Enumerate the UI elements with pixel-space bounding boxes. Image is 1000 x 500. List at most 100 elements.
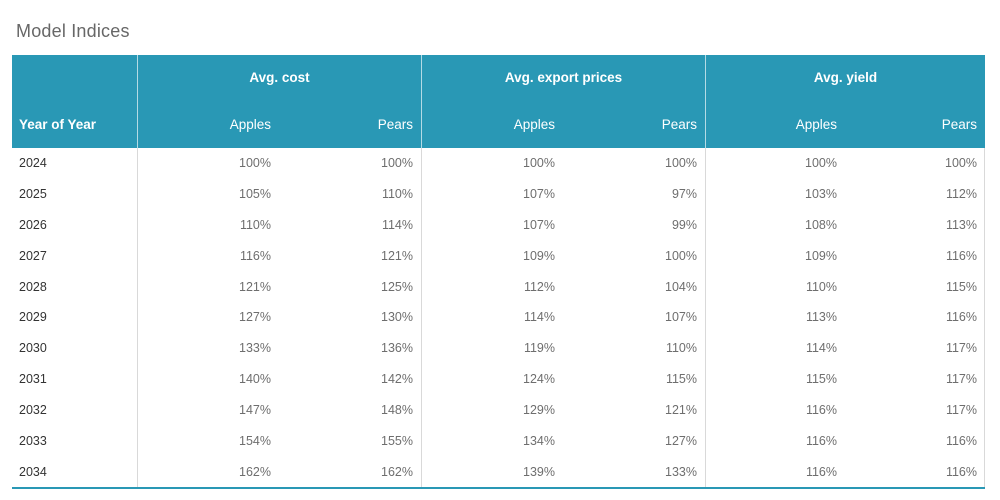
cell-cost-pears[interactable]: 142% <box>381 372 413 387</box>
cell-export-pears[interactable]: 127% <box>665 433 697 448</box>
row-year-label: 2034 <box>19 464 47 479</box>
cell-yield-pears[interactable]: 116% <box>945 433 977 448</box>
table-row: 2026 110% 114% 107% 99% 108% 113% <box>12 209 985 241</box>
cell-export-apples[interactable]: 112% <box>421 271 563 303</box>
column-header-cost-pears: Pears <box>377 116 413 132</box>
column-header-row: Year of Year Apples Pears Apples Pears A… <box>12 100 985 148</box>
cell-yield-apples[interactable]: 108% <box>705 209 845 241</box>
cell-yield-apples[interactable]: 113% <box>705 302 845 333</box>
table-header: Avg. cost Avg. export prices Avg. yield … <box>12 55 985 148</box>
table-body: 2024 100% 100% 100% 100% 100% 100% 2025 … <box>12 148 985 489</box>
cell-export-pears[interactable]: 97% <box>671 187 697 202</box>
cell-yield-apples[interactable]: 116% <box>705 425 845 457</box>
cell-yield-pears[interactable]: 117% <box>945 402 977 417</box>
cell-yield-pears[interactable]: 112% <box>945 187 977 202</box>
cell-cost-pears[interactable]: 114% <box>381 218 413 233</box>
cell-cost-pears[interactable]: 148% <box>381 402 413 417</box>
cell-yield-pears[interactable]: 117% <box>945 372 977 387</box>
cell-cost-pears[interactable]: 155% <box>381 433 413 448</box>
cell-cost-apples[interactable]: 140% <box>137 363 279 395</box>
cell-yield-apples[interactable]: 109% <box>705 240 845 272</box>
cell-cost-apples[interactable]: 110% <box>137 209 279 241</box>
cell-cost-apples[interactable]: 116% <box>137 240 279 272</box>
row-year-label: 2032 <box>19 402 47 417</box>
row-year-label: 2030 <box>19 341 47 356</box>
cell-cost-pears[interactable]: 121% <box>381 248 413 263</box>
cell-export-pears[interactable]: 104% <box>665 279 697 294</box>
cell-cost-pears[interactable]: 125% <box>381 279 413 294</box>
cell-yield-apples[interactable]: 100% <box>705 148 845 179</box>
cell-yield-apples[interactable]: 116% <box>705 394 845 426</box>
cell-export-pears[interactable]: 107% <box>665 310 697 325</box>
cell-cost-apples[interactable]: 105% <box>137 178 279 210</box>
cell-yield-pears[interactable]: 113% <box>945 218 977 233</box>
cell-yield-pears[interactable]: 116% <box>945 310 977 325</box>
cell-export-apples[interactable]: 107% <box>421 209 563 241</box>
cell-yield-pears[interactable]: 115% <box>945 279 977 294</box>
cell-yield-apples[interactable]: 115% <box>705 363 845 395</box>
cell-export-apples[interactable]: 114% <box>421 302 563 333</box>
cell-export-pears[interactable]: 110% <box>665 341 697 356</box>
cell-cost-apples[interactable]: 154% <box>137 425 279 457</box>
cell-yield-apples[interactable]: 103% <box>705 178 845 210</box>
cell-export-apples[interactable]: 119% <box>421 332 563 364</box>
cell-yield-apples[interactable]: 114% <box>705 332 845 364</box>
cell-export-apples[interactable]: 107% <box>421 178 563 210</box>
row-year-label: 2033 <box>19 433 47 448</box>
row-year-label: 2026 <box>19 218 47 233</box>
cell-export-pears[interactable]: 100% <box>665 156 697 171</box>
cell-export-pears[interactable]: 115% <box>665 372 697 387</box>
row-year-label: 2028 <box>19 279 47 294</box>
row-year-label: 2027 <box>19 248 47 263</box>
cell-export-apples[interactable]: 100% <box>421 148 563 179</box>
cell-cost-apples[interactable]: 147% <box>137 394 279 426</box>
cell-cost-apples[interactable]: 162% <box>137 456 279 487</box>
cell-export-pears[interactable]: 133% <box>665 464 697 479</box>
column-header-cost-apples: Apples <box>137 100 279 148</box>
cell-yield-apples[interactable]: 110% <box>705 271 845 303</box>
cell-export-pears[interactable]: 121% <box>665 402 697 417</box>
cell-cost-apples[interactable]: 133% <box>137 332 279 364</box>
cell-cost-pears[interactable]: 110% <box>381 187 413 202</box>
row-year-label: 2024 <box>19 156 47 171</box>
column-group-row: Avg. cost Avg. export prices Avg. yield <box>12 55 985 100</box>
cell-yield-pears[interactable]: 100% <box>945 156 977 171</box>
cell-export-apples[interactable]: 134% <box>421 425 563 457</box>
table-row: 2030 133% 136% 119% 110% 114% 117% <box>12 332 985 364</box>
cell-yield-pears[interactable]: 116% <box>945 248 977 263</box>
cell-cost-pears[interactable]: 130% <box>381 310 413 325</box>
row-year-label: 2031 <box>19 372 47 387</box>
header-corner-spacer <box>12 55 137 100</box>
cell-cost-pears[interactable]: 100% <box>381 156 413 171</box>
cell-export-pears[interactable]: 99% <box>671 218 697 233</box>
table-row: 2024 100% 100% 100% 100% 100% 100% <box>12 148 985 179</box>
cell-yield-apples[interactable]: 116% <box>705 456 845 487</box>
table-row: 2027 116% 121% 109% 100% 109% 116% <box>12 240 985 272</box>
row-header-year-of-year: Year of Year <box>19 116 97 132</box>
cell-export-apples[interactable]: 129% <box>421 394 563 426</box>
table-row: 2025 105% 110% 107% 97% 103% 112% <box>12 178 985 210</box>
table-row: 2033 154% 155% 134% 127% 116% 116% <box>12 425 985 457</box>
cell-export-pears[interactable]: 100% <box>665 248 697 263</box>
table-row: 2034 162% 162% 139% 133% 116% 116% <box>12 456 985 487</box>
table-row: 2028 121% 125% 112% 104% 110% 115% <box>12 271 985 303</box>
cell-export-apples[interactable]: 139% <box>421 456 563 487</box>
cell-cost-apples[interactable]: 100% <box>137 148 279 179</box>
cell-cost-pears[interactable]: 136% <box>381 341 413 356</box>
cell-yield-pears[interactable]: 116% <box>945 464 977 479</box>
column-group-avg-cost: Avg. cost <box>137 55 421 100</box>
row-year-label: 2029 <box>19 310 47 325</box>
cell-cost-apples[interactable]: 121% <box>137 271 279 303</box>
cell-export-apples[interactable]: 124% <box>421 363 563 395</box>
column-group-avg-yield: Avg. yield <box>705 55 985 100</box>
column-header-export-pears: Pears <box>661 116 697 132</box>
page-title: Model Indices <box>16 21 130 41</box>
column-group-avg-export-prices: Avg. export prices <box>421 55 705 100</box>
column-header-yield-pears: Pears <box>941 116 977 132</box>
cell-yield-pears[interactable]: 117% <box>945 341 977 356</box>
column-header-export-apples: Apples <box>421 100 563 148</box>
table-row: 2029 127% 130% 114% 107% 113% 116% <box>12 302 985 333</box>
cell-export-apples[interactable]: 109% <box>421 240 563 272</box>
cell-cost-apples[interactable]: 127% <box>137 302 279 333</box>
cell-cost-pears[interactable]: 162% <box>381 464 413 479</box>
